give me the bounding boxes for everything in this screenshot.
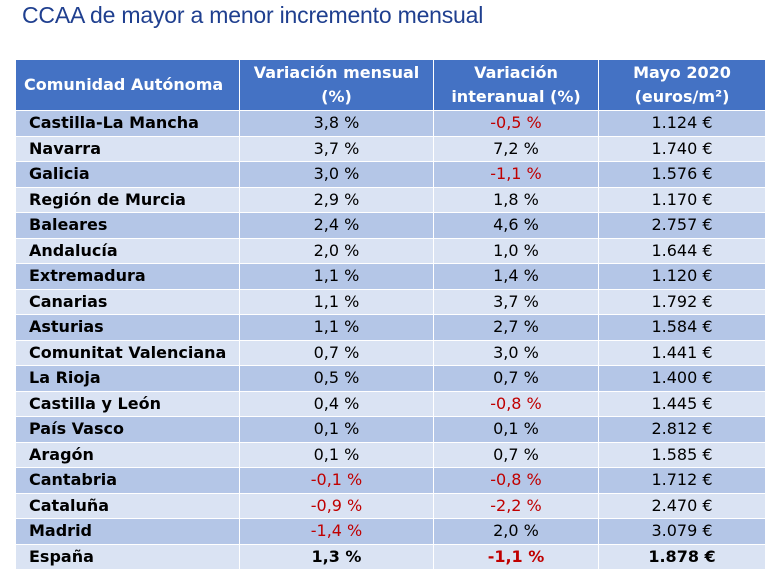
region-name: Cantabria [15,467,240,494]
table-row: País Vasco 0,1 % 0,1 % 2.812 € [15,416,766,443]
table-body: Castilla-La Mancha 3,8 % -0,5 % 1.124 € Nava… [15,110,766,570]
precio-m2: 2.470 € [598,492,766,519]
header-variacion-mensual: Variación mensual (%) [239,59,434,111]
region-name: Castilla y León [15,390,240,417]
variacion-interanual: -1,1 % [433,161,599,188]
table-row: Andalucía 2,0 % 1,0 % 1.644 € [15,237,766,264]
header-variacion-interanual: Variación interanual (%) [433,59,599,111]
variacion-interanual: -0,5 % [433,110,599,137]
region-name: La Rioja [15,365,240,392]
variacion-mensual: 1,1 % [239,314,434,341]
variacion-mensual: 3,0 % [239,161,434,188]
precio-m2: 1.792 € [598,288,766,315]
table-row: Galicia 3,0 % -1,1 % 1.576 € [15,161,766,188]
variacion-interanual: 1,8 % [433,186,599,213]
variacion-mensual: 0,5 % [239,365,434,392]
variacion-interanual: -0,8 % [433,390,599,417]
precio-m2: 1.441 € [598,339,766,366]
variacion-interanual: 0,1 % [433,416,599,443]
precio-m2: 1.445 € [598,390,766,417]
region-name: Región de Murcia [15,186,240,213]
precio-m2: 1.740 € [598,135,766,162]
variacion-interanual: -2,2 % [433,492,599,519]
ccaa-table: Comunidad Autónoma Variación mensual (%)… [15,59,766,570]
variacion-mensual: 3,8 % [239,110,434,137]
variacion-mensual: 0,4 % [239,390,434,417]
region-name: Asturias [15,314,240,341]
variacion-mensual: 1,1 % [239,288,434,315]
region-name: País Vasco [15,416,240,443]
precio-m2: 3.079 € [598,518,766,545]
variacion-interanual: 4,6 % [433,212,599,239]
table-row: Aragón 0,1 % 0,7 % 1.585 € [15,441,766,468]
table-row-total: España 1,3 % -1,1 % 1.878 € [15,543,766,570]
table-row: Navarra 3,7 % 7,2 % 1.740 € [15,135,766,162]
total-variacion-interanual: -1,1 % [433,543,599,570]
header-mayo-2020: Mayo 2020 (euros/m²) [598,59,766,111]
precio-m2: 1.576 € [598,161,766,188]
variacion-interanual: 3,7 % [433,288,599,315]
variacion-mensual: -0,9 % [239,492,434,519]
variacion-mensual: -0,1 % [239,467,434,494]
precio-m2: 1.120 € [598,263,766,290]
precio-m2: 1.170 € [598,186,766,213]
variacion-mensual: -1,4 % [239,518,434,545]
variacion-mensual: 0,1 % [239,441,434,468]
table-row: Cantabria -0,1 % -0,8 % 1.712 € [15,467,766,494]
table-row: Comunitat Valenciana 0,7 % 3,0 % 1.441 € [15,339,766,366]
region-name: Madrid [15,518,240,545]
region-name: Aragón [15,441,240,468]
table-row: Castilla-La Mancha 3,8 % -0,5 % 1.124 € [15,110,766,137]
variacion-interanual: 2,7 % [433,314,599,341]
table-header-row: Comunidad Autónoma Variación mensual (%)… [15,59,766,111]
variacion-interanual: 0,7 % [433,365,599,392]
region-name: Cataluña [15,492,240,519]
table-row: Cataluña -0,9 % -2,2 % 2.470 € [15,492,766,519]
variacion-interanual: 1,4 % [433,263,599,290]
region-name: Navarra [15,135,240,162]
region-name: Galicia [15,161,240,188]
variacion-interanual: -0,8 % [433,467,599,494]
variacion-interanual: 1,0 % [433,237,599,264]
precio-m2: 1.585 € [598,441,766,468]
table-row: Región de Murcia 2,9 % 1,8 % 1.170 € [15,186,766,213]
table-row: Castilla y León 0,4 % -0,8 % 1.445 € [15,390,766,417]
table-row: La Rioja 0,5 % 0,7 % 1.400 € [15,365,766,392]
table-row: Canarias 1,1 % 3,7 % 1.792 € [15,288,766,315]
variacion-mensual: 0,1 % [239,416,434,443]
total-region-name: España [15,543,240,570]
region-name: Extremadura [15,263,240,290]
variacion-interanual: 3,0 % [433,339,599,366]
region-name: Comunitat Valenciana [15,339,240,366]
precio-m2: 1.400 € [598,365,766,392]
table-row: Madrid -1,4 % 2,0 % 3.079 € [15,518,766,545]
table-row: Baleares 2,4 % 4,6 % 2.757 € [15,212,766,239]
precio-m2: 1.712 € [598,467,766,494]
region-name: Canarias [15,288,240,315]
variacion-mensual: 2,9 % [239,186,434,213]
region-name: Andalucía [15,237,240,264]
total-variacion-mensual: 1,3 % [239,543,434,570]
variacion-mensual: 2,4 % [239,212,434,239]
variacion-mensual: 0,7 % [239,339,434,366]
variacion-mensual: 3,7 % [239,135,434,162]
total-precio-m2: 1.878 € [598,543,766,570]
precio-m2: 1.644 € [598,237,766,264]
header-comunidad: Comunidad Autónoma [15,59,240,111]
variacion-interanual: 7,2 % [433,135,599,162]
variacion-interanual: 2,0 % [433,518,599,545]
precio-m2: 2.757 € [598,212,766,239]
variacion-mensual: 1,1 % [239,263,434,290]
region-name: Baleares [15,212,240,239]
precio-m2: 2.812 € [598,416,766,443]
table-row: Asturias 1,1 % 2,7 % 1.584 € [15,314,766,341]
variacion-interanual: 0,7 % [433,441,599,468]
precio-m2: 1.584 € [598,314,766,341]
table-row: Extremadura 1,1 % 1,4 % 1.120 € [15,263,766,290]
page-title: CCAA de mayor a menor incremento mensual [22,2,484,28]
variacion-mensual: 2,0 % [239,237,434,264]
precio-m2: 1.124 € [598,110,766,137]
region-name: Castilla-La Mancha [15,110,240,137]
